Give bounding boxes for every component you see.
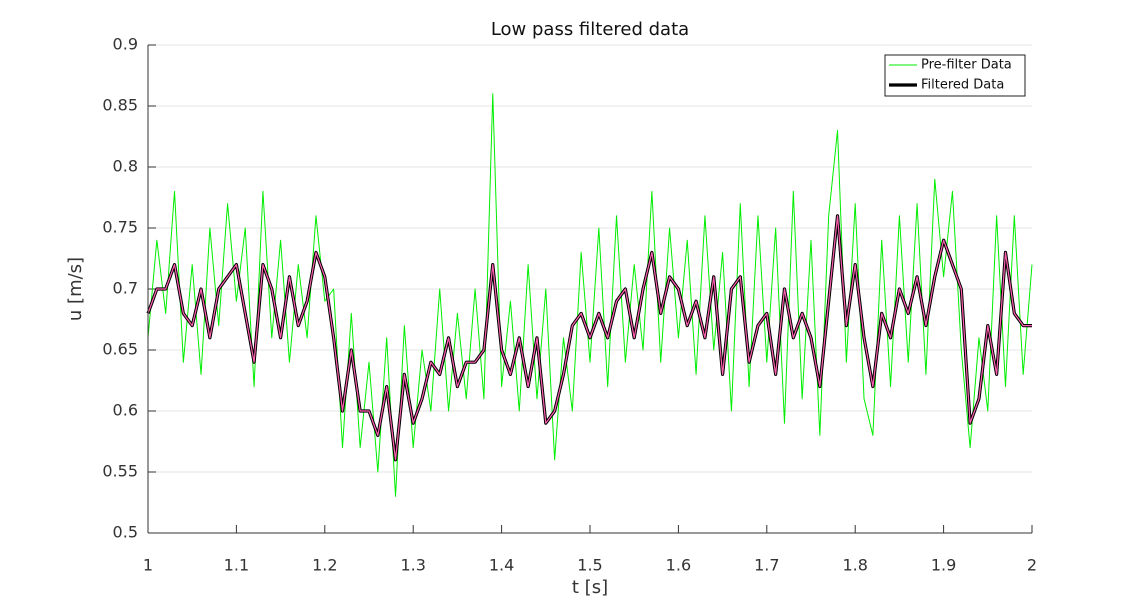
x-axis-label: t [s] (572, 577, 608, 598)
series-line-highlight (147, 215, 1032, 461)
x-tick-label: 1.8 (842, 556, 867, 575)
x-tick-label: 1.6 (666, 556, 691, 575)
x-tick-label: 1.7 (754, 556, 779, 575)
series-line (147, 93, 1033, 497)
x-tick-label: 1.3 (400, 556, 425, 575)
y-tick-label: 0.55 (102, 462, 138, 481)
x-tick-label: 1.1 (224, 556, 249, 575)
legend-label: Filtered Data (921, 78, 1004, 93)
y-tick-label: 0.8 (113, 157, 138, 176)
y-tick-label: 0.75 (102, 218, 138, 237)
legend-label: Pre-filter Data (921, 58, 1012, 73)
x-tick-label: 1 (143, 556, 153, 575)
y-tick-label: 0.5 (113, 523, 138, 542)
x-tick-label: 1.2 (312, 556, 337, 575)
y-tick-label: 0.7 (113, 279, 138, 298)
x-tick-label: 2 (1027, 556, 1037, 575)
chart-title: Low pass filtered data (491, 19, 689, 40)
legend-box (884, 54, 1026, 97)
x-tick-label: 1.5 (577, 556, 602, 575)
x-tick-label: 1.9 (931, 556, 956, 575)
y-axis-label: u [m/s] (65, 257, 86, 321)
x-tick-label: 1.4 (489, 556, 514, 575)
y-tick-label: 0.65 (102, 340, 138, 359)
y-tick-label: 0.9 (113, 35, 138, 54)
legend: Pre-filter Data Filtered Data (884, 54, 1026, 97)
y-tick-label: 0.6 (113, 401, 138, 420)
y-tick-label: 0.85 (102, 96, 138, 115)
